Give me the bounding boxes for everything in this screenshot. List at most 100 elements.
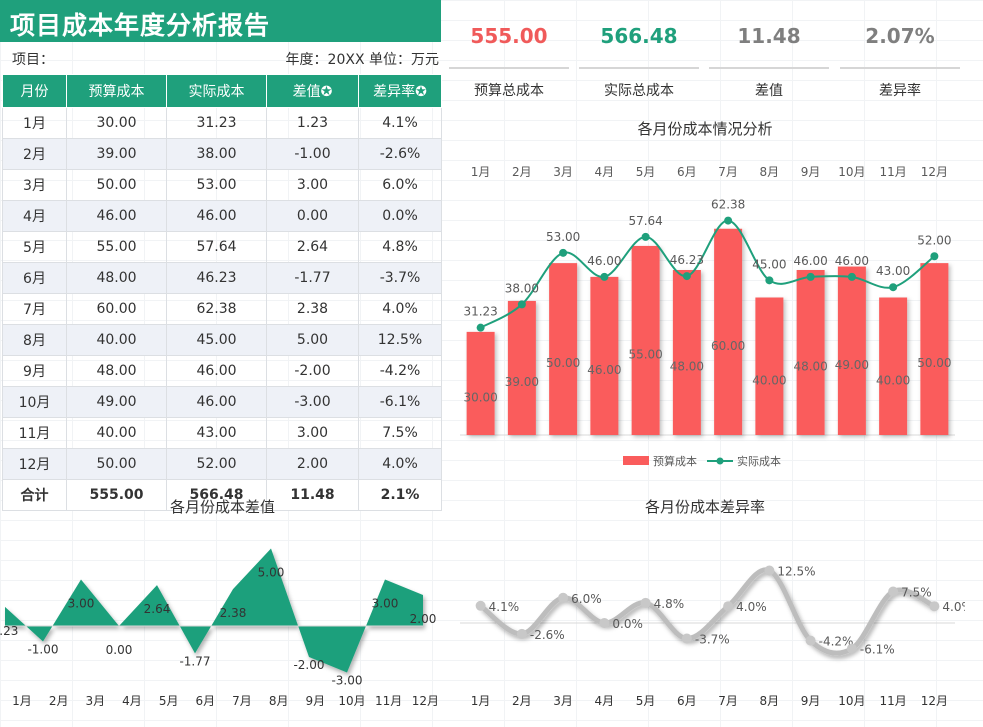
rate-chart: 4.1% -2.6% 6.0% 0.0% 4.8% -3.7% 4.0% 12.5% -4.2%…: [460, 565, 965, 708]
table-cell[interactable]: 45.00: [166, 324, 267, 356]
table-cell[interactable]: 3月: [2, 169, 67, 201]
col-header-4[interactable]: 差异率✪: [358, 74, 442, 108]
table-cell[interactable]: 48.00: [66, 262, 167, 294]
actual-point: [600, 272, 609, 281]
table-cell[interactable]: 11月: [2, 417, 67, 449]
table-cell[interactable]: 2.38: [266, 293, 359, 325]
table-cell[interactable]: 3.00: [266, 417, 359, 449]
table-row: 6月 48.00 46.23 -1.77 -3.7%: [2, 262, 442, 294]
table-cell[interactable]: -2.6%: [358, 138, 442, 170]
rate-point-label: 4.0%: [942, 600, 965, 614]
table-cell[interactable]: 0.0%: [358, 200, 442, 232]
table-cell[interactable]: 3.00: [266, 169, 359, 201]
diff-x-tick-label: 10月: [338, 694, 365, 708]
table-cell[interactable]: 55.00: [66, 231, 167, 263]
table-cell[interactable]: 38.00: [166, 138, 267, 170]
table-cell[interactable]: 49.00: [66, 386, 167, 418]
table-cell[interactable]: 46.23: [166, 262, 267, 294]
table-cell[interactable]: 1月: [2, 107, 67, 139]
x-tick-label: 10月: [838, 165, 865, 179]
total-cell[interactable]: 合计: [2, 479, 67, 511]
table-cell[interactable]: 1.23: [266, 107, 359, 139]
col-header-0[interactable]: 月份: [2, 74, 67, 108]
total-cell[interactable]: 2.1%: [358, 479, 442, 511]
actual-point-label: 46.00: [793, 254, 827, 268]
table-row: 12月 50.00 52.00 2.00 4.0%: [2, 448, 442, 480]
rate-x-tick-label: 7月: [718, 694, 738, 708]
table-cell[interactable]: 4.0%: [358, 293, 442, 325]
table-cell[interactable]: 48.00: [66, 355, 167, 387]
total-cell[interactable]: 11.48: [266, 479, 359, 511]
table-cell[interactable]: -1.77: [266, 262, 359, 294]
x-tick-label: 12月: [921, 165, 948, 179]
col-header-2[interactable]: 实际成本: [166, 74, 267, 108]
table-cell[interactable]: 53.00: [166, 169, 267, 201]
table-cell[interactable]: 39.00: [66, 138, 167, 170]
table-cell[interactable]: 2月: [2, 138, 67, 170]
table-cell[interactable]: -3.00: [266, 386, 359, 418]
table-cell[interactable]: 46.00: [66, 200, 167, 232]
table-cell[interactable]: 10月: [2, 386, 67, 418]
actual-point: [476, 323, 485, 332]
table-cell[interactable]: 57.64: [166, 231, 267, 263]
table-cell[interactable]: 12月: [2, 448, 67, 480]
table-cell[interactable]: 46.00: [166, 386, 267, 418]
diff-x-tick-label: 8月: [269, 694, 289, 708]
table-cell[interactable]: 4.8%: [358, 231, 442, 263]
table-cell[interactable]: 52.00: [166, 448, 267, 480]
table-cell[interactable]: 62.38: [166, 293, 267, 325]
table-cell[interactable]: 40.00: [66, 417, 167, 449]
chart-title-main: 各月份成本情况分析: [637, 120, 773, 138]
rate-point-label: -2.6%: [530, 628, 565, 642]
table-cell[interactable]: 50.00: [66, 448, 167, 480]
table-cell[interactable]: 60.00: [66, 293, 167, 325]
table-cell[interactable]: 46.00: [166, 200, 267, 232]
table-row: 9月 48.00 46.00 -2.00 -4.2%: [2, 355, 442, 387]
table-cell[interactable]: 12.5%: [358, 324, 442, 356]
table-cell[interactable]: 4.0%: [358, 448, 442, 480]
table-cell[interactable]: 4.1%: [358, 107, 442, 139]
table-cell[interactable]: 50.00: [66, 169, 167, 201]
budget-bar: [837, 266, 866, 435]
table-cell[interactable]: 46.00: [166, 355, 267, 387]
table-cell[interactable]: 7月: [2, 293, 67, 325]
kpi-label: 差异率: [879, 83, 921, 99]
actual-point: [641, 232, 650, 241]
actual-point-label: 45.00: [752, 257, 786, 271]
table-cell[interactable]: -3.7%: [358, 262, 442, 294]
budget-bar: [507, 300, 536, 435]
table-cell[interactable]: 4月: [2, 200, 67, 232]
table-cell[interactable]: -2.00: [266, 355, 359, 387]
table-cell[interactable]: -6.1%: [358, 386, 442, 418]
table-cell[interactable]: 5.00: [266, 324, 359, 356]
table-cell[interactable]: -4.2%: [358, 355, 442, 387]
total-cell[interactable]: 555.00: [66, 479, 167, 511]
table-cell[interactable]: 9月: [2, 355, 67, 387]
rate-point-label: -4.2%: [819, 635, 854, 649]
table-cell[interactable]: 6月: [2, 262, 67, 294]
table-cell[interactable]: 6.0%: [358, 169, 442, 201]
diff-x-tick-label: 12月: [412, 694, 439, 708]
actual-point: [682, 272, 691, 281]
table-cell[interactable]: 2.00: [266, 448, 359, 480]
diff-x-tick-label: 7月: [232, 694, 252, 708]
table-cell[interactable]: 40.00: [66, 324, 167, 356]
col-header-3[interactable]: 差值✪: [266, 74, 359, 108]
rate-point: [805, 635, 816, 646]
actual-point: [847, 272, 856, 281]
rate-point-label: 12.5%: [777, 565, 815, 579]
table-cell[interactable]: 31.23: [166, 107, 267, 139]
budget-bar: [631, 245, 660, 435]
table-cell[interactable]: 0.00: [266, 200, 359, 232]
rate-x-tick-label: 1月: [471, 694, 491, 708]
table-cell[interactable]: 5月: [2, 231, 67, 263]
kpi-divider: [840, 67, 960, 69]
table-cell[interactable]: 7.5%: [358, 417, 442, 449]
diff-point-label: -1.00: [27, 643, 58, 657]
col-header-1[interactable]: 预算成本: [66, 74, 167, 108]
table-cell[interactable]: -1.00: [266, 138, 359, 170]
table-cell[interactable]: 43.00: [166, 417, 267, 449]
table-cell[interactable]: 8月: [2, 324, 67, 356]
table-cell[interactable]: 30.00: [66, 107, 167, 139]
table-cell[interactable]: 2.64: [266, 231, 359, 263]
